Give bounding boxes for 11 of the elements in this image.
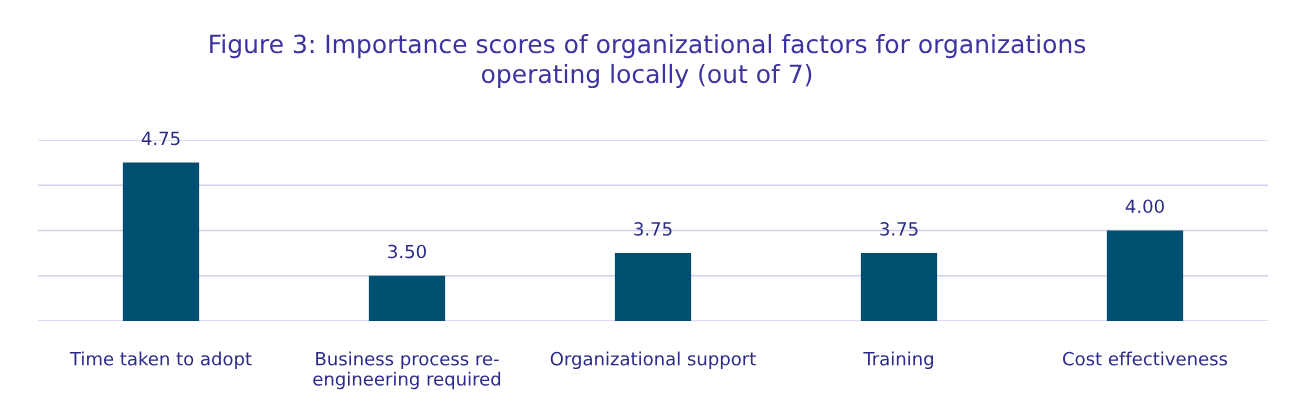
data-label: 3.75 [634, 222, 672, 236]
data-label: 4.00 [1125, 199, 1164, 214]
x-tick-label: Business process re- engineering required [313, 351, 501, 390]
data-label: 3.75 [880, 222, 918, 236]
x-tick-label: Time taken to adopt [69, 351, 252, 370]
data-label: 3.50 [388, 244, 426, 259]
chart-title: Figure 3: Importance scores of organizational factors for organizations operating locally (out of 7) [210, 34, 1086, 89]
x-tick-label: Cost effectiveness [1063, 351, 1228, 366]
data-label: 4.75 [141, 131, 180, 146]
x-tick-label: Training [863, 351, 933, 370]
x-tick-label: Organizational support [550, 351, 756, 370]
